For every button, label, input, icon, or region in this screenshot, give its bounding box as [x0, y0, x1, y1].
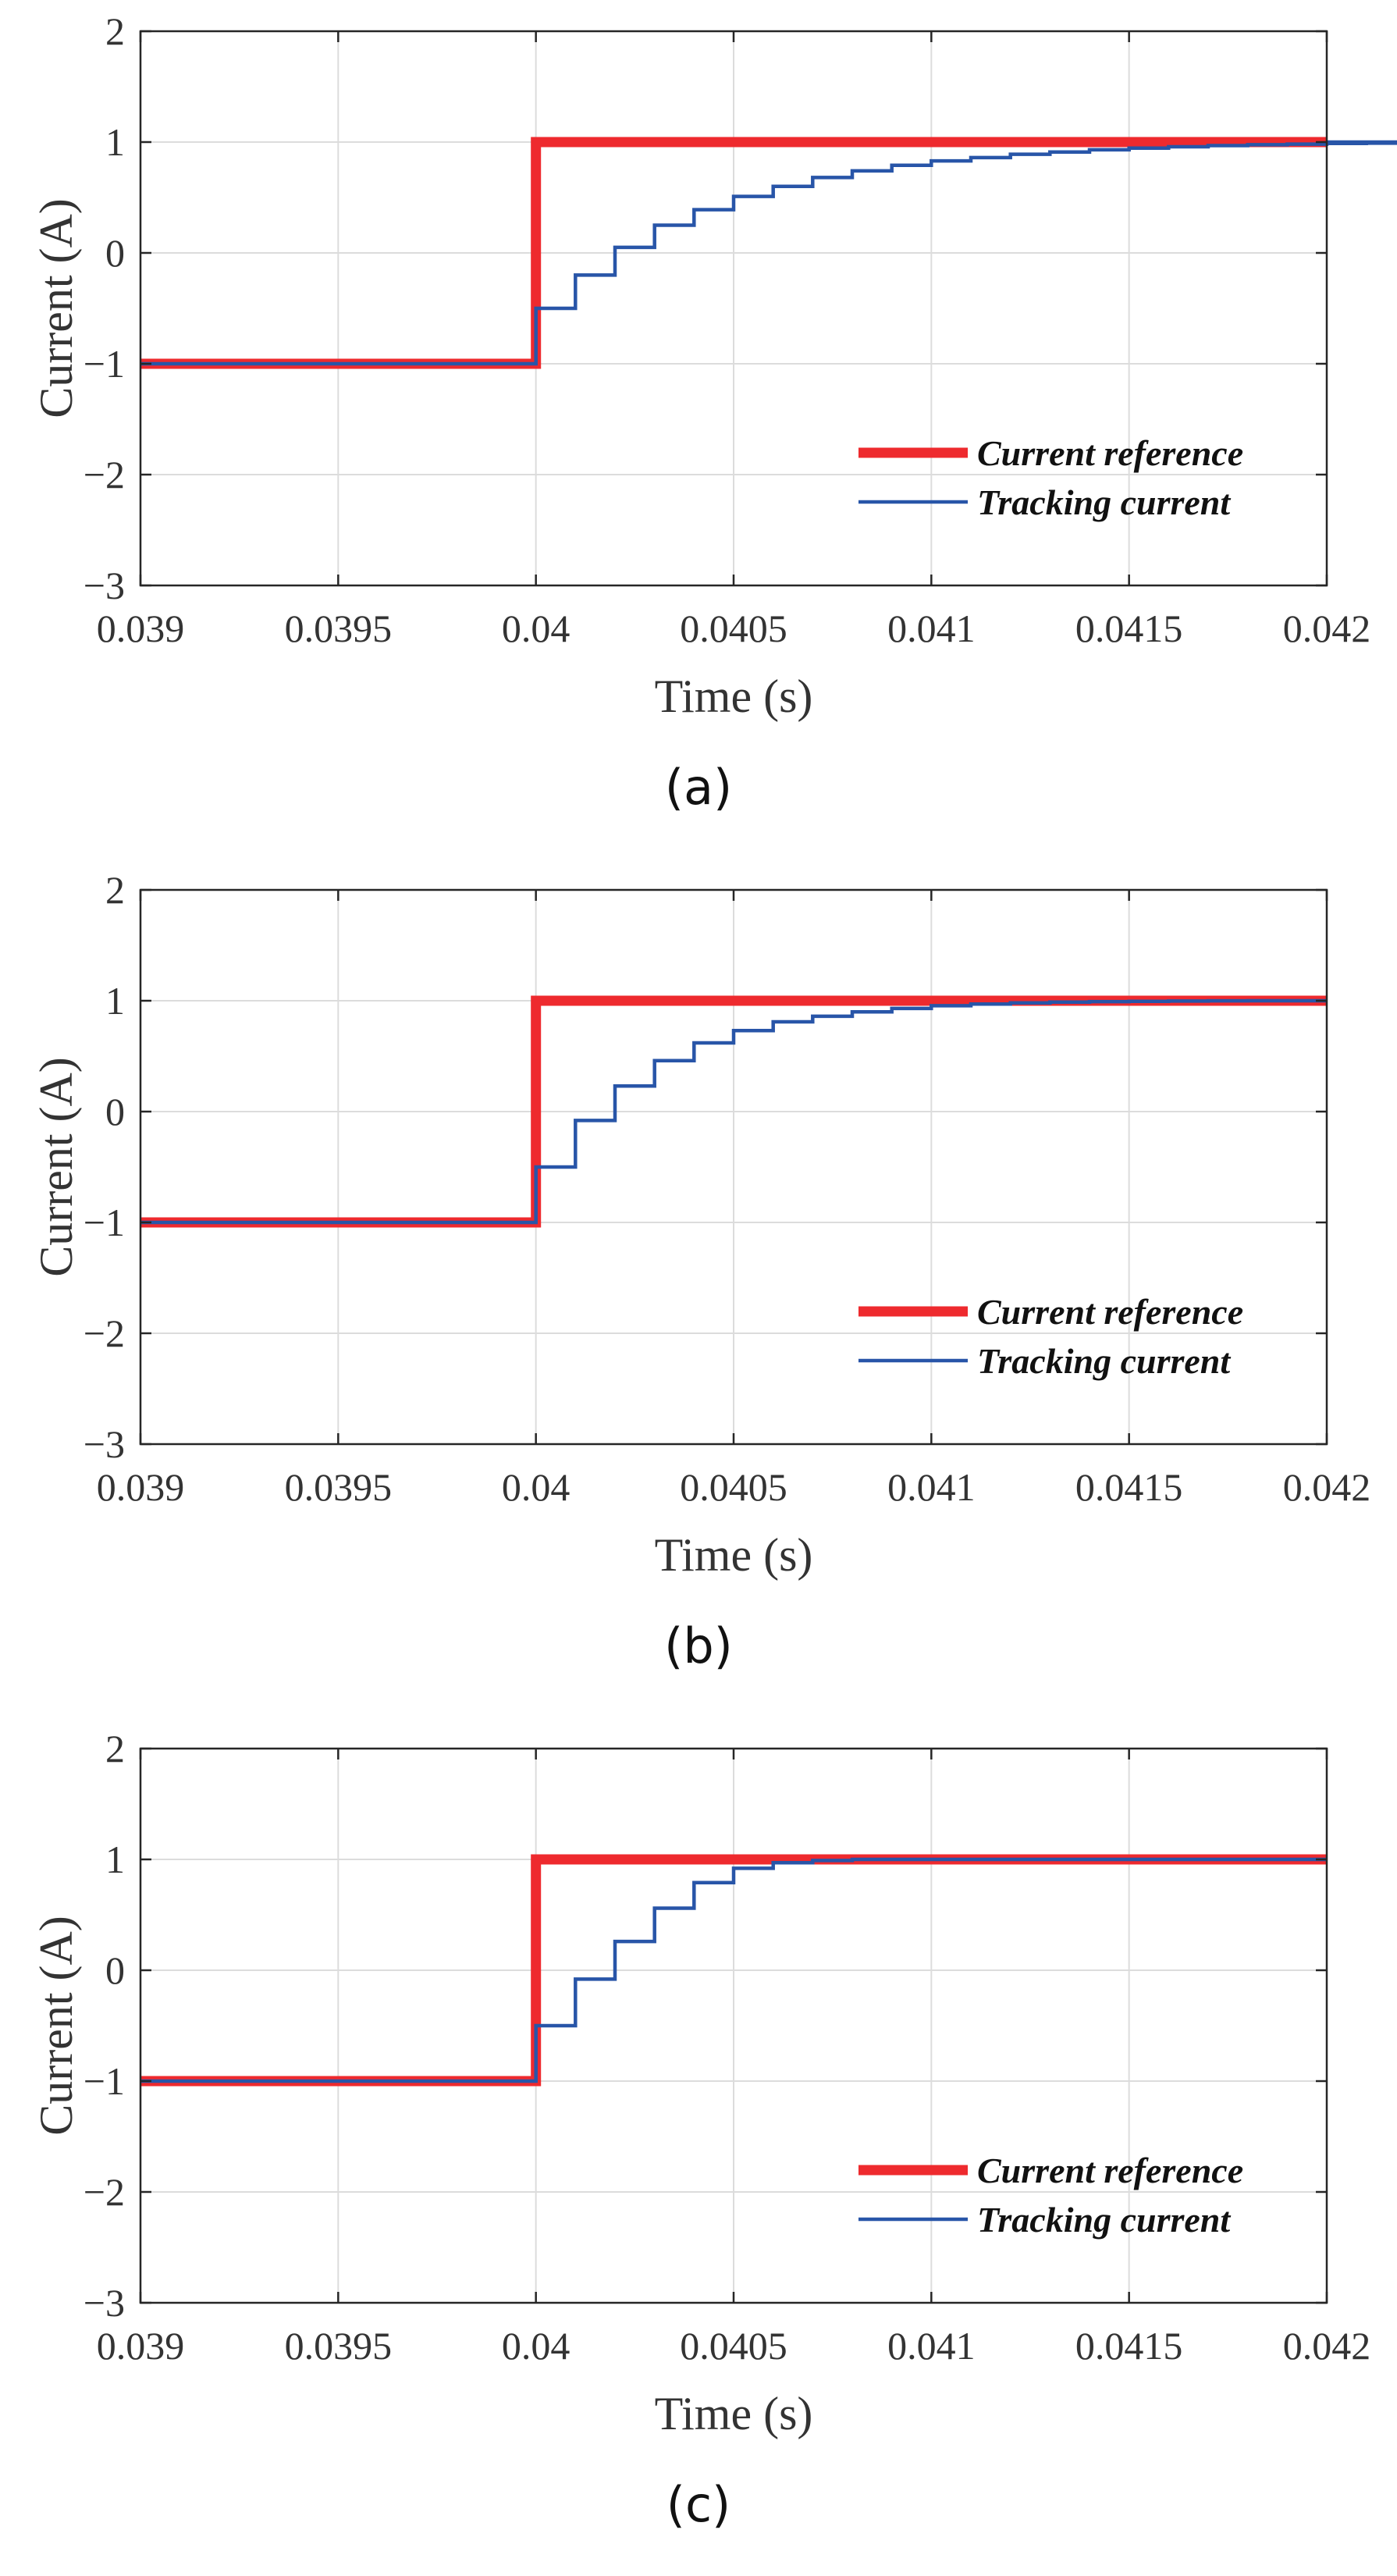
x-tick-label: 0.039: [97, 607, 185, 650]
x-tick-label: 0.0405: [680, 1465, 787, 1509]
legend-label-reference: Current reference: [977, 433, 1243, 473]
chart-svg-c: 0.039 0.0395 0.04 0.0405 0.041 0.0415 0.042 2 1 0…: [30, 1727, 1371, 2533]
panel-label: (a): [665, 759, 732, 816]
y-axis-title: Current (A): [30, 198, 82, 418]
series-tracking-current: [140, 998, 1327, 1225]
y-tick-label: 1: [105, 979, 125, 1023]
x-tick-label: 0.041: [887, 1465, 976, 1509]
y-tick-label: 1: [105, 1838, 125, 1881]
chart-panel-b: 0.039 0.0395 0.04 0.0405 0.041 0.0415 0.042 2 1 0…: [0, 859, 1397, 1717]
x-tick-label: 0.042: [1283, 1465, 1371, 1509]
panel-label: (c): [667, 2476, 730, 2533]
y-tick-label: −2: [84, 1311, 125, 1355]
series-tracking-current: [140, 140, 1397, 366]
y-tick-label: 1: [105, 120, 125, 164]
x-tick-label: 0.04: [502, 1465, 571, 1509]
y-tick-label: 0: [105, 231, 125, 275]
x-tick-label: 0.042: [1283, 2324, 1371, 2368]
y-tick-label: −3: [84, 2281, 125, 2325]
x-tick-label: 0.0415: [1075, 1465, 1183, 1509]
y-tick-label: 2: [105, 868, 125, 912]
x-tick-label: 0.0395: [285, 1465, 393, 1509]
legend-label-reference: Current reference: [977, 2151, 1243, 2190]
x-tick-label: 0.0405: [680, 2324, 787, 2368]
y-tick-label: 2: [105, 1727, 125, 1770]
x-tick-label: 0.0395: [285, 2324, 393, 2368]
x-axis-title: Time (s): [655, 2388, 813, 2439]
x-tick-label: 0.042: [1283, 607, 1371, 650]
x-tick-label: 0.0395: [285, 607, 393, 650]
y-axis-title: Current (A): [30, 1916, 82, 2136]
y-tick-label: −1: [84, 2059, 125, 2103]
legend: Current reference Tracking current: [858, 1292, 1243, 1381]
y-tick-label: −2: [84, 2170, 125, 2214]
y-tick-label: −3: [84, 564, 125, 607]
x-tick-label: 0.041: [887, 607, 976, 650]
y-tick-label: 0: [105, 1948, 125, 1992]
y-tick-label: 2: [105, 9, 125, 53]
y-tick-label: −1: [84, 1201, 125, 1244]
chart-panel-a: 0.039 0.0395 0.04 0.0405 0.041 0.0415 0.042 2 1 0…: [0, 0, 1397, 859]
series-tracking-current: [140, 1857, 1327, 2083]
x-tick-label: 0.0405: [680, 607, 787, 650]
y-tick-label: 0: [105, 1090, 125, 1133]
panel-label: (b): [664, 1617, 733, 1674]
chart-svg-a: 0.039 0.0395 0.04 0.0405 0.041 0.0415 0.042 2 1 0…: [30, 9, 1397, 816]
legend-label-tracking: Tracking current: [977, 2200, 1231, 2240]
legend-label-reference: Current reference: [977, 1292, 1243, 1332]
chart-svg-b: 0.039 0.0395 0.04 0.0405 0.041 0.0415 0.042 2 1 0…: [30, 868, 1371, 1674]
x-tick-label: 0.041: [887, 2324, 976, 2368]
chart-panel-c: 0.039 0.0395 0.04 0.0405 0.041 0.0415 0.042 2 1 0…: [0, 1717, 1397, 2576]
legend-label-tracking: Tracking current: [977, 482, 1231, 522]
y-axis-title: Current (A): [30, 1057, 82, 1277]
x-tick-label: 0.04: [502, 607, 571, 650]
legend-label-tracking: Tracking current: [977, 1341, 1231, 1381]
y-tick-label: −2: [84, 453, 125, 496]
legend: Current reference Tracking current: [858, 433, 1243, 522]
x-tick-label: 0.0415: [1075, 607, 1183, 650]
y-tick-label: −3: [84, 1422, 125, 1466]
x-axis-title: Time (s): [655, 671, 813, 722]
x-tick-label: 0.0415: [1075, 2324, 1183, 2368]
x-tick-label: 0.039: [97, 2324, 185, 2368]
x-tick-label: 0.039: [97, 1465, 185, 1509]
legend: Current reference Tracking current: [858, 2151, 1243, 2240]
y-tick-label: −1: [84, 342, 125, 386]
x-tick-label: 0.04: [502, 2324, 571, 2368]
x-axis-title: Time (s): [655, 1529, 813, 1581]
